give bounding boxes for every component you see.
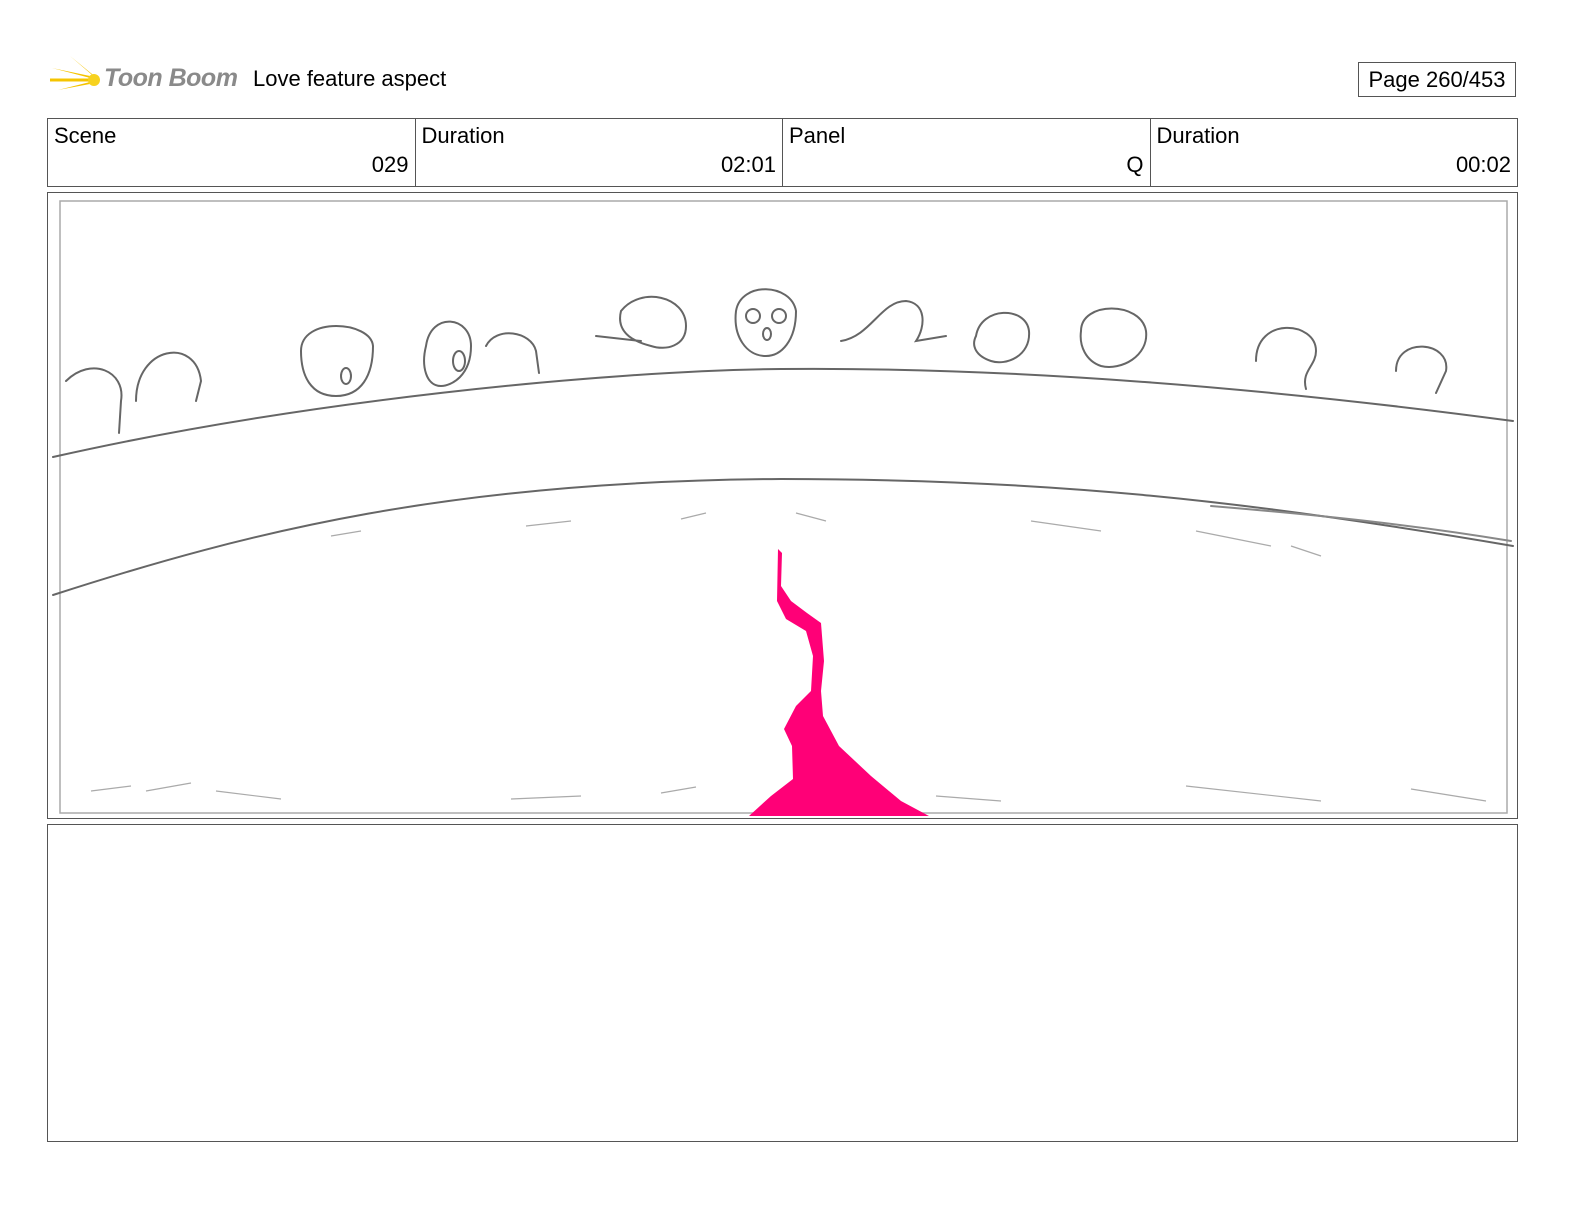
- scene-duration-value: 02:01: [720, 152, 776, 177]
- scene-duration-cell: Duration 02:01: [416, 119, 783, 186]
- page-indicator: Page 260/453: [1358, 62, 1516, 97]
- scene-duration-label: Duration: [421, 123, 505, 148]
- panel-duration-cell: Duration 00:02: [1151, 119, 1518, 186]
- panel-label: Panel: [789, 123, 846, 148]
- panel-duration-value: 00:02: [1455, 152, 1511, 177]
- crowd-sketch: [52, 288, 1514, 596]
- scene-value: 029: [371, 152, 409, 177]
- panel-notes-area: [47, 824, 1518, 1142]
- scene-cell: Scene 029: [48, 119, 416, 186]
- panel-value: Q: [1126, 152, 1144, 177]
- ground-texture-strokes: [90, 512, 1487, 802]
- panel-sketch: [52, 200, 1514, 816]
- panel-info-table: Scene 029 Duration 02:01 Panel Q Duratio…: [47, 118, 1518, 187]
- logo-text: Toon Boom: [104, 64, 238, 92]
- panel-cell: Panel Q: [783, 119, 1151, 186]
- project-title: Love feature aspect: [253, 66, 447, 91]
- scene-label: Scene: [54, 123, 117, 148]
- toon-boom-logo-icon: [50, 56, 100, 104]
- panel-duration-label: Duration: [1156, 123, 1240, 148]
- storyboard-panel: [47, 192, 1518, 819]
- pink-crack-shape: [749, 549, 929, 816]
